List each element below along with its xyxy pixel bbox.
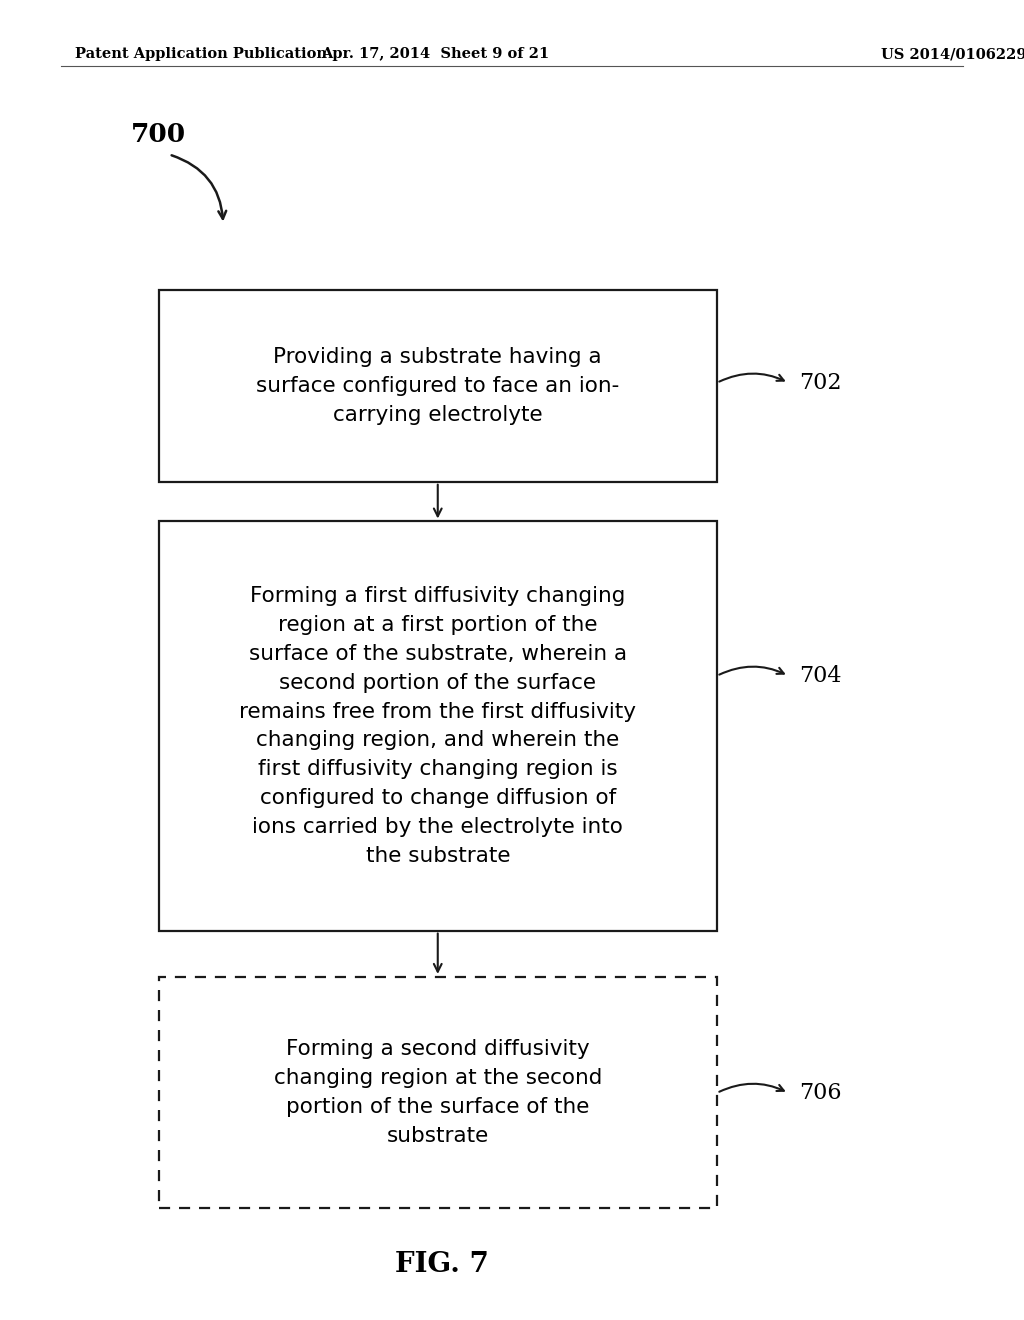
Bar	[159, 290, 717, 482]
Text: 700: 700	[131, 123, 186, 147]
Text: Providing a substrate having a
surface configured to face an ion-
carrying elect: Providing a substrate having a surface c…	[256, 347, 620, 425]
Text: Patent Application Publication: Patent Application Publication	[75, 48, 327, 61]
Text: Apr. 17, 2014  Sheet 9 of 21: Apr. 17, 2014 Sheet 9 of 21	[322, 48, 549, 61]
Text: 702: 702	[799, 372, 842, 393]
Text: Forming a second diffusivity
changing region at the second
portion of the surfac: Forming a second diffusivity changing re…	[273, 1039, 602, 1146]
Text: FIG. 7: FIG. 7	[395, 1251, 489, 1278]
Text: 704: 704	[799, 665, 842, 686]
Text: 706: 706	[799, 1082, 842, 1104]
Bar	[159, 977, 717, 1208]
Text: Forming a first diffusivity changing
region at a first portion of the
surface of: Forming a first diffusivity changing reg…	[240, 586, 636, 866]
Text: US 2014/0106229 A1: US 2014/0106229 A1	[881, 48, 1024, 61]
Bar	[159, 521, 717, 931]
